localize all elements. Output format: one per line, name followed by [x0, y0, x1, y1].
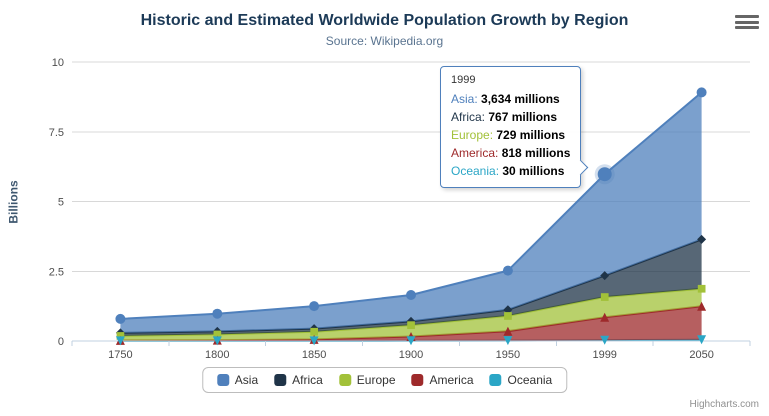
marker-africa-2050[interactable]: [697, 234, 707, 244]
area-asia[interactable]: [120, 92, 702, 333]
marker-asia-1950[interactable]: [502, 265, 513, 276]
credits-link[interactable]: Highcharts.com: [689, 399, 759, 410]
legend-item-europe[interactable]: Europe: [338, 373, 396, 387]
menu-bar: [735, 26, 759, 29]
menu-bar: [735, 15, 759, 18]
legend-item-label: Europe: [356, 373, 396, 387]
y-axis-label: 2.5: [49, 266, 64, 278]
legend-swatch: [411, 374, 424, 386]
legend-item-asia[interactable]: Asia: [216, 373, 259, 387]
x-axis-label-2050: 2050: [689, 349, 713, 361]
legend-item-label: Asia: [234, 373, 259, 387]
marker-oceania-1900[interactable]: [406, 336, 416, 346]
legend-item-oceania[interactable]: Oceania: [489, 373, 553, 387]
marker-asia-1850[interactable]: [309, 301, 320, 312]
marker-europe-1750[interactable]: [116, 332, 125, 340]
marker-europe-1950[interactable]: [504, 312, 512, 320]
x-axis-label-1999: 1999: [592, 349, 616, 361]
chart-subtitle: Source: Wikipedia.org: [325, 34, 444, 48]
marker-asia-1800[interactable]: [212, 308, 223, 319]
legend-item-label: Oceania: [507, 373, 553, 387]
marker-africa-1950[interactable]: [503, 305, 513, 315]
legend-swatch: [489, 374, 502, 386]
marker-asia-2050[interactable]: [696, 87, 707, 98]
x-axis-label-1900: 1900: [399, 349, 423, 361]
y-axis-label: 7.5: [49, 127, 64, 139]
area-america[interactable]: [120, 306, 702, 341]
x-axis-label-1750: 1750: [108, 349, 132, 361]
marker-oceania-1999[interactable]: [600, 335, 610, 345]
hamburger-menu-icon: [735, 15, 759, 29]
marker-asia-1900[interactable]: [406, 290, 416, 300]
legend-item-label: Africa: [292, 373, 323, 387]
marker-oceania-1850[interactable]: [309, 336, 319, 346]
legend-swatch: [338, 374, 351, 386]
y-axis-label: 10: [52, 57, 64, 69]
chart-title: Historic and Estimated Worldwide Populat…: [140, 12, 629, 29]
marker-america-1999[interactable]: [600, 312, 610, 322]
marker-oceania-1950[interactable]: [503, 336, 513, 346]
x-axis-label-1800: 1800: [205, 349, 229, 361]
marker-oceania-2050[interactable]: [697, 335, 707, 345]
x-axis-label-1950: 1950: [496, 349, 520, 361]
marker-europe-1850[interactable]: [310, 327, 318, 336]
marker-europe-2050[interactable]: [697, 284, 706, 293]
marker-europe-1800[interactable]: [213, 330, 222, 339]
marker-africa-1999[interactable]: [600, 271, 610, 281]
legend: Asia Africa Europe America Oceania: [201, 367, 568, 393]
export-menu-button[interactable]: [735, 12, 759, 32]
marker-oceania-1800[interactable]: [212, 336, 222, 346]
y-axis-label: 0: [58, 336, 64, 348]
legend-item-africa[interactable]: Africa: [274, 373, 323, 387]
legend-swatch: [216, 374, 229, 386]
marker-oceania-1750[interactable]: [115, 336, 125, 346]
x-axis-label-1850: 1850: [302, 349, 326, 361]
area-africa[interactable]: [120, 239, 702, 336]
marker-europe-1900[interactable]: [407, 321, 415, 329]
marker-america-1950[interactable]: [503, 326, 513, 336]
legend-item-america[interactable]: America: [411, 373, 474, 387]
marker-america-2050[interactable]: [697, 301, 707, 311]
marker-asia-1999-hovered[interactable]: [597, 167, 612, 182]
legend-swatch: [274, 374, 287, 386]
menu-bar: [735, 20, 759, 24]
y-axis-label: 5: [58, 197, 64, 209]
marker-europe-1999[interactable]: [600, 293, 609, 301]
marker-asia-1750[interactable]: [115, 313, 126, 324]
legend-item-label: America: [429, 373, 474, 387]
